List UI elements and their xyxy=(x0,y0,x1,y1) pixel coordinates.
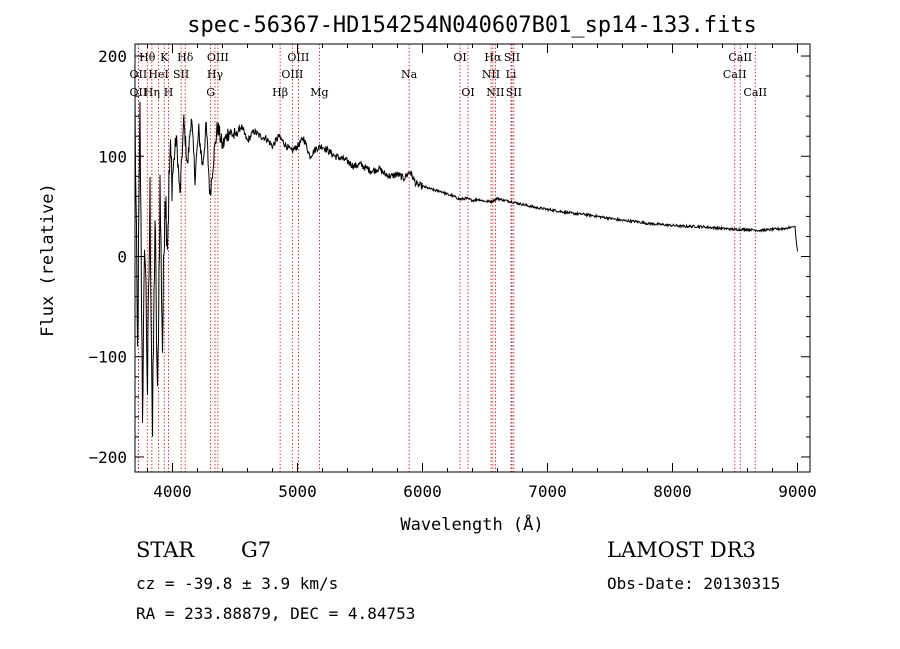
series-group xyxy=(134,96,798,437)
line-label-17: OI xyxy=(453,51,466,64)
line-label-7: SII xyxy=(173,68,189,81)
y-tick-label-0: −200 xyxy=(88,448,127,467)
line-label-2: OII xyxy=(130,86,148,99)
x-tick-label-3: 7000 xyxy=(528,482,567,501)
line-label-4: HeI xyxy=(148,68,168,81)
line-label-8: Hδ xyxy=(177,51,194,64)
object-subclass: G7 xyxy=(241,538,272,562)
x-tick-label-1: 5000 xyxy=(278,482,317,501)
y-axis: −200 −100 0 100 200 xyxy=(88,47,810,467)
chart-title: spec-56367-HD154254N040607B01_sp14-133.f… xyxy=(187,13,757,38)
obs-date: Obs-Date: 20130315 xyxy=(607,574,781,593)
emission-line-markers xyxy=(137,44,756,472)
x-tick-label-4: 8000 xyxy=(653,482,692,501)
x-axis-label: Wavelength (Å) xyxy=(400,513,543,535)
plot-frame xyxy=(134,43,811,473)
x-axis: 4000 5000 6000 7000 8000 9000 xyxy=(147,44,817,501)
line-label-24: SII xyxy=(506,86,522,99)
y-tick-label-1: −100 xyxy=(88,348,127,367)
line-label-9: OIII xyxy=(207,51,229,64)
line-label-3: Hη xyxy=(144,86,160,99)
line-label-12: Hβ xyxy=(272,86,288,99)
y-tick-label-4: 200 xyxy=(98,47,127,66)
line-label-27: CaII xyxy=(743,86,767,99)
y-axis-label: Flux (relative) xyxy=(38,183,58,337)
line-label-15: Mg xyxy=(310,86,328,99)
object-class: STAR xyxy=(136,538,195,562)
line-label-25: CaII xyxy=(728,51,752,64)
line-label-0: Hθ xyxy=(139,51,156,64)
survey-name: LAMOST DR3 xyxy=(607,538,756,562)
line-label-5: K xyxy=(160,51,169,64)
y-tick-label-3: 100 xyxy=(98,147,127,166)
line-label-23: Li xyxy=(506,68,517,81)
redshift-cz: cz = -39.8 ± 3.9 km/s xyxy=(136,574,339,593)
line-label-18: OI xyxy=(461,86,474,99)
series-line-0 xyxy=(134,96,798,437)
line-label-10: Hγ xyxy=(207,68,224,81)
line-label-11: G xyxy=(206,86,215,99)
line-label-1: OII xyxy=(130,68,148,81)
line-label-16: Na xyxy=(401,68,418,81)
line-label-19: Hα xyxy=(484,51,502,64)
line-label-22: SII xyxy=(504,51,520,64)
line-label-21: NII xyxy=(486,86,504,99)
x-tick-label-5: 9000 xyxy=(778,482,817,501)
line-label-6: H xyxy=(164,86,174,99)
x-tick-label-0: 4000 xyxy=(153,482,192,501)
line-label-20: NII xyxy=(482,68,500,81)
x-tick-label-2: 6000 xyxy=(403,482,442,501)
y-tick-label-2: 0 xyxy=(117,247,127,266)
line-label-13: OIII xyxy=(287,51,309,64)
line-label-26: CaII xyxy=(723,68,747,81)
line-label-14: OIII xyxy=(281,68,303,81)
coordinates: RA = 233.88879, DEC = 4.84753 xyxy=(136,604,416,623)
